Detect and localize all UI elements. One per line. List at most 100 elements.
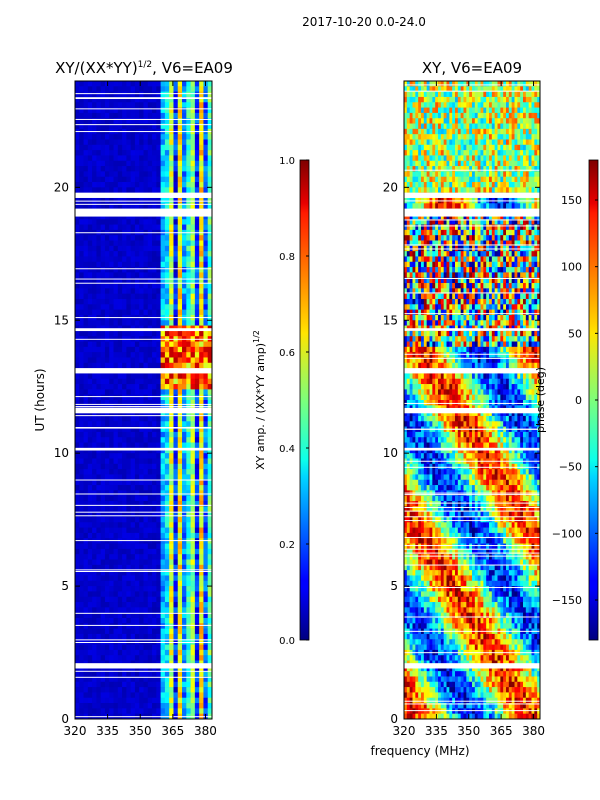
heatmap-cell: [429, 91, 433, 98]
heatmap-cell: [139, 575, 144, 582]
heatmap-cell: [87, 479, 93, 486]
heatmap-cell: [186, 511, 191, 518]
heatmap-cell: [117, 389, 123, 395]
heatmap-cell: [134, 256, 140, 263]
heatmap-cell: [503, 144, 507, 151]
heatmap-cell: [446, 112, 450, 119]
heatmap-cell: [443, 182, 447, 188]
heatmap-cell: [100, 623, 106, 629]
heatmap-cell: [207, 293, 212, 300]
heatmap-cell: [508, 96, 512, 103]
heatmap-cell: [203, 580, 209, 587]
heatmap-cell: [143, 458, 149, 465]
heatmap-cell: [75, 288, 80, 294]
heatmap-cell: [126, 495, 131, 502]
heatmap-cell: [190, 112, 196, 119]
heatmap-cell: [143, 485, 149, 491]
heatmap-cell: [203, 352, 209, 358]
heatmap-cell: [87, 235, 93, 241]
heatmap-cell: [147, 665, 153, 672]
heatmap-cell: [113, 378, 119, 385]
heatmap-cell: [160, 86, 166, 92]
heatmap-cell: [455, 112, 459, 119]
heatmap-cell: [92, 479, 97, 486]
heatmap-cell: [190, 516, 196, 523]
heatmap-cell: [113, 479, 119, 486]
heatmap-cell: [75, 671, 80, 677]
heatmap-cell: [134, 415, 140, 422]
heatmap-cell: [160, 617, 166, 624]
heatmap-cell: [164, 644, 170, 651]
heatmap-cell: [122, 182, 127, 188]
heatmap-cell: [143, 703, 149, 709]
heatmap-cell: [75, 580, 80, 587]
data-gap: [75, 407, 212, 414]
heatmap-cell: [457, 118, 461, 124]
heatmap-cell: [472, 134, 476, 140]
heatmap-cell: [109, 352, 114, 358]
flag-line: [75, 200, 212, 202]
heatmap-cell: [182, 681, 187, 688]
heatmap-cell: [412, 96, 416, 103]
heatmap-cell: [139, 570, 144, 576]
heatmap-cell: [199, 485, 204, 491]
heatmap-cell: [87, 463, 93, 470]
heatmap-cell: [203, 665, 209, 672]
heatmap-cell: [104, 96, 110, 103]
heatmap-cell: [117, 495, 123, 502]
heatmap-cell: [134, 86, 140, 92]
heatmap-cell: [534, 123, 538, 130]
heatmap-cell: [514, 123, 518, 130]
heatmap-cell: [203, 490, 209, 496]
heatmap-cell: [164, 671, 170, 677]
heatmap-cell: [126, 378, 131, 385]
heatmap-cell: [96, 277, 101, 284]
heatmap-cell: [79, 176, 84, 183]
heatmap-cell: [446, 144, 450, 151]
heatmap-cell: [169, 607, 174, 613]
heatmap-cell: [122, 309, 127, 316]
heatmap-cell: [117, 490, 123, 496]
heatmap-cell: [75, 400, 80, 406]
heatmap-cell: [100, 617, 106, 624]
heatmap-cell: [517, 166, 521, 172]
heatmap-cell: [117, 357, 123, 364]
heatmap-cell: [169, 447, 174, 454]
heatmap-cell: [190, 559, 196, 566]
heatmap-cell: [130, 309, 136, 316]
heatmap-cell: [113, 261, 119, 268]
heatmap-cell: [104, 341, 110, 348]
heatmap-cell: [520, 96, 524, 103]
heatmap-cell: [117, 81, 123, 87]
heatmap-cell: [186, 580, 191, 587]
heatmap-cell: [418, 96, 422, 103]
heatmap-cell: [177, 511, 183, 518]
heatmap-cell: [117, 649, 123, 656]
heatmap-cell: [104, 655, 110, 661]
heatmap-cell: [194, 283, 200, 289]
heatmap-cell: [87, 602, 93, 608]
heatmap-cell: [104, 479, 110, 486]
heatmap-cell: [194, 602, 200, 608]
heatmap-cell: [203, 628, 209, 635]
heatmap-cell: [152, 341, 157, 348]
heatmap-cell: [79, 107, 84, 114]
heatmap-cell: [100, 527, 106, 534]
heatmap-cell: [122, 575, 127, 582]
heatmap-cell: [486, 107, 490, 114]
heatmap-cell: [404, 187, 408, 193]
heatmap-cell: [511, 91, 515, 98]
heatmap-cell: [455, 128, 459, 135]
heatmap-cell: [506, 123, 510, 130]
heatmap-cell: [207, 224, 212, 231]
heatmap-cell: [100, 421, 106, 427]
heatmap-cell: [483, 91, 487, 98]
heatmap-cell: [139, 378, 144, 385]
heatmap-cell: [152, 564, 157, 571]
heatmap-cell: [113, 649, 119, 656]
heatmap-cell: [525, 171, 529, 177]
heatmap-cell: [457, 144, 461, 151]
heatmap-cell: [130, 293, 136, 300]
heatmap-cell: [139, 421, 144, 427]
heatmap-cell: [169, 224, 174, 231]
